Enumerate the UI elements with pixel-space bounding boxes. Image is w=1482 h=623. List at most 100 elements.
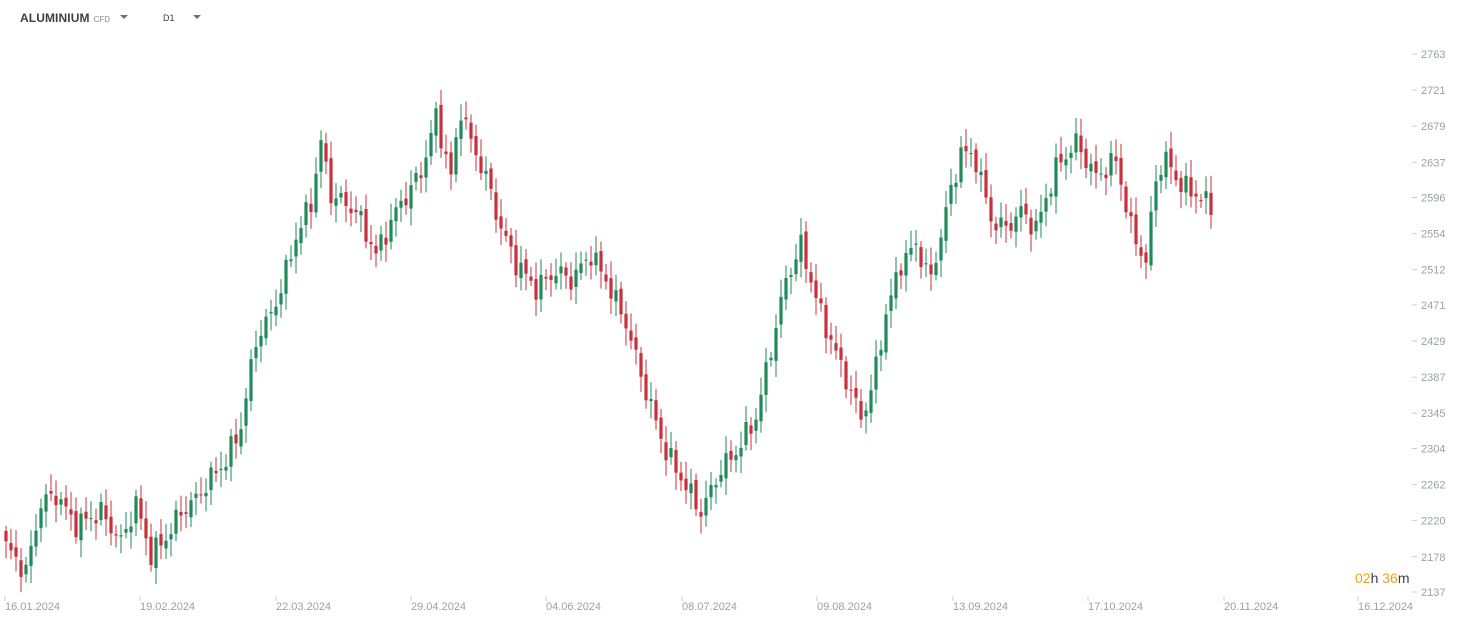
x-tick-label: 17.10.2024 [1088, 601, 1143, 613]
candle-body [1169, 148, 1173, 168]
candle-body [429, 132, 433, 157]
timeframe-selector[interactable]: D1 [163, 13, 201, 23]
candle-body [489, 168, 493, 189]
candle-body [794, 259, 798, 275]
candle-body [579, 263, 583, 273]
candle-body [824, 304, 828, 339]
candle-body [424, 157, 428, 178]
candle-body [879, 349, 883, 356]
candle-body [909, 247, 913, 255]
candle-body [99, 501, 103, 521]
candle-body [1084, 148, 1088, 169]
x-tick-label: 04.06.2024 [546, 601, 601, 613]
symbol-selector[interactable]: ALUMINIUM CFD [20, 11, 129, 25]
candle-body [729, 450, 733, 460]
candle-body [884, 314, 888, 353]
candle-body [114, 534, 118, 536]
candle-body [904, 252, 908, 276]
candle-body [754, 419, 758, 431]
candle-body [389, 219, 393, 242]
candle-body [469, 122, 473, 139]
candle-body [734, 455, 738, 461]
candle-body [439, 104, 443, 149]
candle-countdown: 02h 36m [1355, 570, 1410, 586]
candle-body [189, 500, 193, 518]
candle-body [1019, 206, 1023, 218]
candle-body [1029, 217, 1033, 235]
candle-body [639, 353, 643, 377]
candle-body [724, 453, 728, 479]
candle-body [649, 399, 653, 402]
candle-body [9, 543, 13, 551]
candle-body [849, 389, 853, 391]
candle-body [309, 203, 313, 213]
candle-body [714, 484, 718, 488]
candle-body [954, 182, 958, 188]
candle-body [809, 272, 813, 283]
candle-body [1209, 192, 1213, 215]
candle-body [29, 545, 33, 566]
candle-body [854, 388, 858, 398]
candle-body [1114, 156, 1118, 162]
candle-body [1069, 152, 1073, 158]
candle-body [614, 290, 618, 302]
candle-body [359, 211, 363, 216]
candle-body [364, 209, 368, 242]
candle-body [599, 251, 603, 272]
candle-body [664, 442, 668, 461]
x-tick-label: 29.04.2024 [411, 601, 466, 613]
candle-body [294, 239, 298, 257]
candle-body [284, 259, 288, 294]
candle-body [479, 156, 483, 174]
candle-body [624, 313, 628, 329]
candle-body [49, 491, 53, 494]
candle-body [539, 274, 543, 300]
candle-body [804, 231, 808, 269]
candle-body [659, 417, 663, 439]
candle-body [484, 170, 488, 174]
candle-body [1134, 214, 1138, 245]
candle-body [1179, 177, 1183, 193]
candle-body [304, 202, 308, 226]
candle-body [54, 495, 58, 506]
candle-body [984, 170, 988, 198]
candle-body [324, 143, 328, 162]
y-tick-label: 2679 [1421, 121, 1445, 133]
candle-body [1009, 223, 1013, 231]
candle-body [69, 509, 73, 515]
y-tick-label: 2596 [1421, 193, 1445, 205]
candle-body [1064, 159, 1068, 166]
y-tick-label: 2178 [1421, 552, 1445, 564]
candle-body [474, 136, 478, 156]
candle-body [464, 117, 468, 120]
candle-body [444, 151, 448, 155]
candle-body [434, 108, 438, 136]
x-tick-label: 16.01.2024 [5, 601, 60, 613]
candle-body [1184, 175, 1188, 193]
candle-body [1049, 193, 1053, 197]
candle-body [839, 347, 843, 360]
candle-body [554, 275, 558, 284]
candle-body [994, 223, 998, 231]
candle-body [939, 237, 943, 261]
y-tick-label: 2262 [1421, 480, 1445, 492]
candle-body [999, 217, 1003, 228]
candle-body [1159, 174, 1163, 181]
candle-body [264, 316, 268, 339]
candle-body [719, 474, 723, 482]
candle-body [959, 147, 963, 183]
candle-body [964, 145, 968, 152]
candle-body [194, 493, 198, 498]
candle-body [1109, 153, 1113, 176]
candle-body [394, 207, 398, 222]
candle-body [934, 262, 938, 276]
candle-body [619, 288, 623, 315]
candle-body [334, 198, 338, 206]
candle-body [1099, 173, 1103, 175]
candle-body [519, 262, 523, 279]
candle-body [14, 547, 18, 557]
candle-body [509, 235, 513, 247]
candle-body [859, 401, 863, 420]
countdown-minutes: 36 [1382, 570, 1398, 586]
